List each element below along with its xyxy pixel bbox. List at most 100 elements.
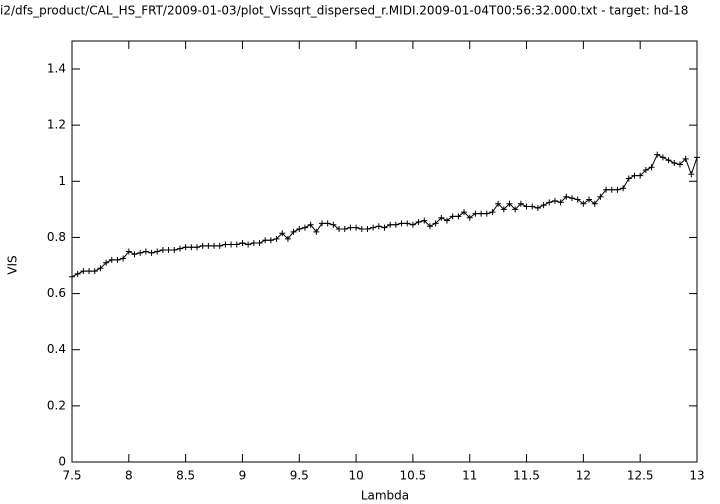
data-point [654, 151, 661, 158]
data-point [370, 224, 377, 231]
data-point [69, 273, 75, 280]
x-tick-label: 13 [689, 469, 704, 483]
data-point [603, 186, 610, 193]
data-point [267, 237, 274, 244]
data-point [517, 200, 524, 207]
y-axis-label: VIS [6, 255, 20, 274]
x-tick-label: 11.5 [513, 469, 540, 483]
x-tick-label: 8.5 [176, 469, 195, 483]
y-tick-label: 0.8 [47, 230, 66, 244]
data-point [387, 221, 394, 228]
data-point [449, 213, 456, 220]
data-point [597, 193, 604, 200]
data-point [426, 223, 433, 230]
data-point [620, 185, 627, 192]
data-point [625, 175, 632, 182]
data-point [296, 226, 303, 233]
x-tick-label: 11 [462, 469, 477, 483]
data-point [319, 220, 325, 227]
data-point [409, 221, 416, 228]
data-point [120, 255, 127, 262]
data-point [80, 268, 87, 275]
y-tick-label: 0 [58, 455, 66, 469]
data-point [529, 203, 536, 210]
data-point [375, 223, 382, 230]
data-point [688, 171, 695, 178]
data-point [671, 160, 678, 167]
data-point [614, 186, 621, 193]
data-point [478, 210, 485, 217]
data-point [324, 220, 331, 227]
chart-title: i2/dfs_product/CAL_HS_FRT/2009-01-03/plo… [0, 4, 688, 18]
data-point [159, 247, 166, 254]
data-point [205, 242, 212, 249]
data-point [694, 154, 700, 161]
data-point [86, 268, 93, 275]
y-tick-label: 0.2 [47, 398, 66, 412]
data-point [341, 226, 348, 233]
data-point [574, 196, 581, 203]
data-point [154, 248, 161, 255]
data-point [483, 210, 490, 217]
data-point [336, 226, 343, 233]
data-point [506, 200, 513, 207]
data-point [659, 154, 666, 161]
data-point [176, 245, 183, 252]
data-point [444, 217, 450, 224]
data-point [495, 200, 502, 207]
data-point [239, 240, 246, 247]
y-tick-label: 0.6 [47, 286, 66, 300]
x-tick-label: 9 [239, 469, 247, 483]
data-point [182, 244, 189, 251]
data-point [489, 209, 496, 216]
y-tick-label: 1 [58, 174, 66, 188]
data-point [421, 217, 428, 224]
data-point [461, 209, 468, 216]
y-tick-label: 1.4 [47, 62, 66, 76]
data-point [171, 247, 178, 254]
data-point [273, 235, 280, 242]
data-point [631, 172, 638, 179]
data-point [216, 242, 223, 249]
x-axis-label: Lambda [361, 489, 409, 503]
data-point [591, 200, 598, 207]
x-tick-label: 8 [125, 469, 133, 483]
data-point [364, 226, 371, 233]
data-point [682, 155, 689, 162]
data-point [347, 224, 354, 231]
data-point [455, 213, 462, 220]
data-point [438, 214, 445, 221]
x-tick-label: 9.5 [290, 469, 309, 483]
data-point [665, 157, 672, 164]
data-point [472, 210, 479, 217]
data-point [415, 218, 422, 225]
data-point [74, 270, 81, 277]
data-point [466, 214, 473, 221]
data-point [313, 228, 320, 235]
data-point [551, 197, 558, 204]
x-tick-label: 10 [348, 469, 363, 483]
data-point [125, 248, 132, 255]
x-tick-label: 12 [576, 469, 591, 483]
data-point [500, 206, 507, 213]
data-point [392, 221, 399, 228]
data-point [648, 164, 655, 171]
data-point [211, 242, 218, 249]
data-point [540, 202, 547, 209]
data-point [245, 241, 252, 248]
data-point [108, 256, 115, 263]
data-point [676, 161, 683, 168]
data-point [137, 249, 144, 256]
x-tick-label: 12.5 [627, 469, 654, 483]
data-point [512, 206, 519, 213]
data-point [131, 251, 138, 258]
data-point [91, 268, 98, 275]
data-point [398, 220, 405, 227]
data-point [642, 167, 649, 174]
data-point [330, 221, 337, 228]
data-point [165, 247, 172, 254]
data-point [580, 200, 587, 207]
data-line [71, 153, 698, 278]
data-point [432, 220, 439, 227]
